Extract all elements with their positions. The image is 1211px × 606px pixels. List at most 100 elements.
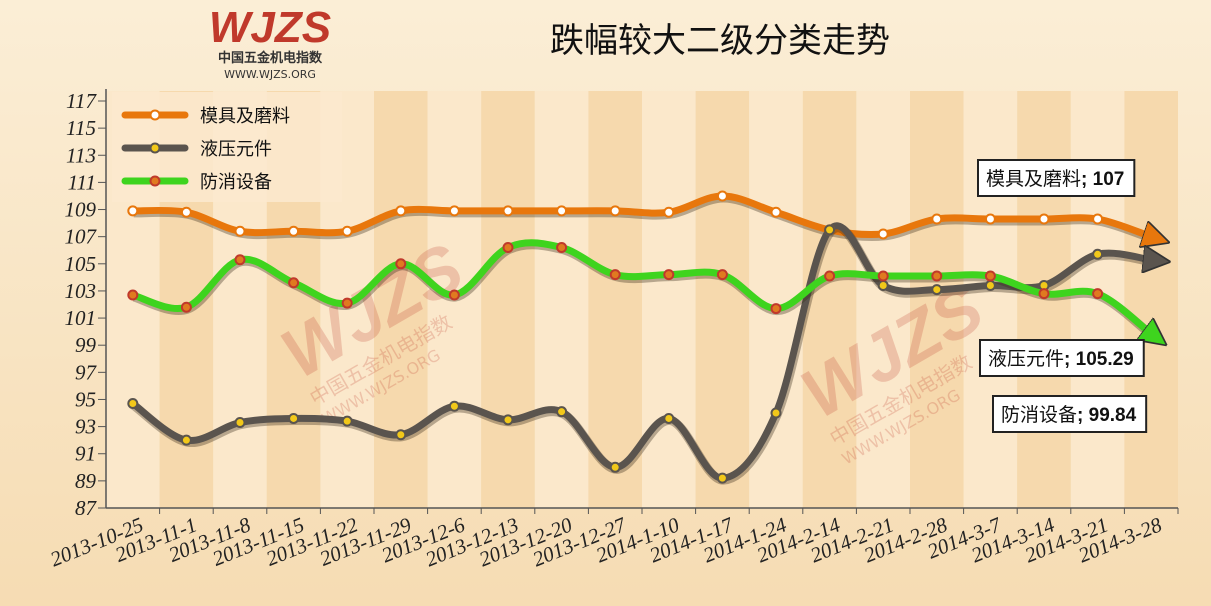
y-tick-label: 113 <box>66 143 96 167</box>
marker <box>609 461 621 473</box>
stripe <box>910 91 964 508</box>
end-label-separator: ; <box>1077 405 1089 426</box>
y-tick-label: 103 <box>65 279 97 303</box>
marker <box>824 270 836 282</box>
marker <box>931 213 943 225</box>
stripe <box>588 91 642 508</box>
marker <box>127 398 139 410</box>
marker <box>931 284 943 296</box>
y-tick-label: 87 <box>75 496 98 520</box>
end-label: 模具及磨料; 107 <box>986 168 1124 190</box>
chart-title: 跌幅较大二级分类走势 <box>550 21 890 61</box>
end-label-value: 105.29 <box>1076 349 1134 370</box>
y-tick-label: 111 <box>68 170 96 194</box>
marker <box>556 205 568 217</box>
marker <box>502 414 514 426</box>
marker <box>931 270 943 282</box>
marker <box>395 205 407 217</box>
marker <box>824 224 836 236</box>
end-label-box <box>979 339 1145 377</box>
legend-label: 模具及磨料 <box>200 106 290 127</box>
y-tick-label: 93 <box>75 415 96 439</box>
y-tick-label: 115 <box>66 116 96 140</box>
marker <box>877 270 889 282</box>
marker <box>180 434 192 446</box>
marker <box>1038 288 1050 300</box>
marker <box>502 242 514 254</box>
marker <box>609 269 621 281</box>
marker <box>448 205 460 217</box>
end-label: 防消设备; 99.84 <box>1001 404 1137 426</box>
legend-marker <box>149 109 161 121</box>
legend-label: 液压元件 <box>200 139 272 160</box>
marker <box>234 417 246 429</box>
marker <box>1092 213 1104 225</box>
marker <box>234 254 246 266</box>
end-label-name: 模具及磨料 <box>986 168 1081 190</box>
marker <box>877 280 889 292</box>
marker <box>502 205 514 217</box>
marker <box>234 225 246 237</box>
end-label: 液压元件; 105.29 <box>988 348 1134 370</box>
marker <box>984 213 996 225</box>
marker <box>609 205 621 217</box>
marker <box>663 206 675 218</box>
marker <box>180 206 192 218</box>
y-tick-label: 105 <box>65 252 97 276</box>
stripe <box>856 91 910 508</box>
y-tick-label: 109 <box>65 198 97 222</box>
y-tick-label: 117 <box>66 89 97 113</box>
logo-name: 中国五金机电指数 <box>218 50 323 66</box>
marker <box>984 270 996 282</box>
marker <box>1092 248 1104 260</box>
marker <box>716 190 728 202</box>
marker <box>984 280 996 292</box>
logo-mark: WJZS <box>209 3 331 52</box>
legend-marker <box>149 142 161 154</box>
marker <box>556 406 568 418</box>
end-label-name: 液压元件 <box>988 348 1064 370</box>
stripe <box>802 91 857 508</box>
y-tick-label: 95 <box>75 387 96 411</box>
marker <box>770 206 782 218</box>
marker <box>288 412 300 424</box>
end-label-value: 107 <box>1093 169 1125 190</box>
stripe <box>642 91 696 508</box>
end-label-box <box>977 159 1136 197</box>
stripe <box>534 91 589 508</box>
marker <box>448 400 460 412</box>
end-label-box <box>992 395 1148 433</box>
end-label-separator: ; <box>1064 349 1076 370</box>
marker <box>395 258 407 270</box>
y-tick-label: 99 <box>75 333 97 357</box>
marker <box>716 269 728 281</box>
marker <box>877 228 889 240</box>
marker <box>341 415 353 427</box>
y-tick-label: 107 <box>65 225 98 249</box>
marker <box>1038 213 1050 225</box>
marker <box>395 429 407 441</box>
marker <box>180 301 192 313</box>
legend-label: 防消设备 <box>200 172 272 193</box>
end-label-value: 99.84 <box>1089 405 1137 426</box>
marker <box>556 242 568 254</box>
marker <box>1092 288 1104 300</box>
stripe <box>695 91 750 508</box>
marker <box>663 269 675 281</box>
marker <box>341 225 353 237</box>
legend-marker <box>149 175 161 187</box>
marker <box>448 289 460 301</box>
logo-url: WWW.WJZS.ORG <box>224 68 316 81</box>
marker <box>341 297 353 309</box>
marker <box>127 205 139 217</box>
y-tick-label: 89 <box>75 469 97 493</box>
y-tick-label: 91 <box>75 442 96 466</box>
y-tick-label: 101 <box>65 306 97 330</box>
marker <box>288 225 300 237</box>
y-tick-label: 97 <box>75 360 98 384</box>
stripe <box>1124 91 1178 508</box>
marker <box>770 407 782 419</box>
marker <box>127 289 139 301</box>
marker <box>716 472 728 484</box>
